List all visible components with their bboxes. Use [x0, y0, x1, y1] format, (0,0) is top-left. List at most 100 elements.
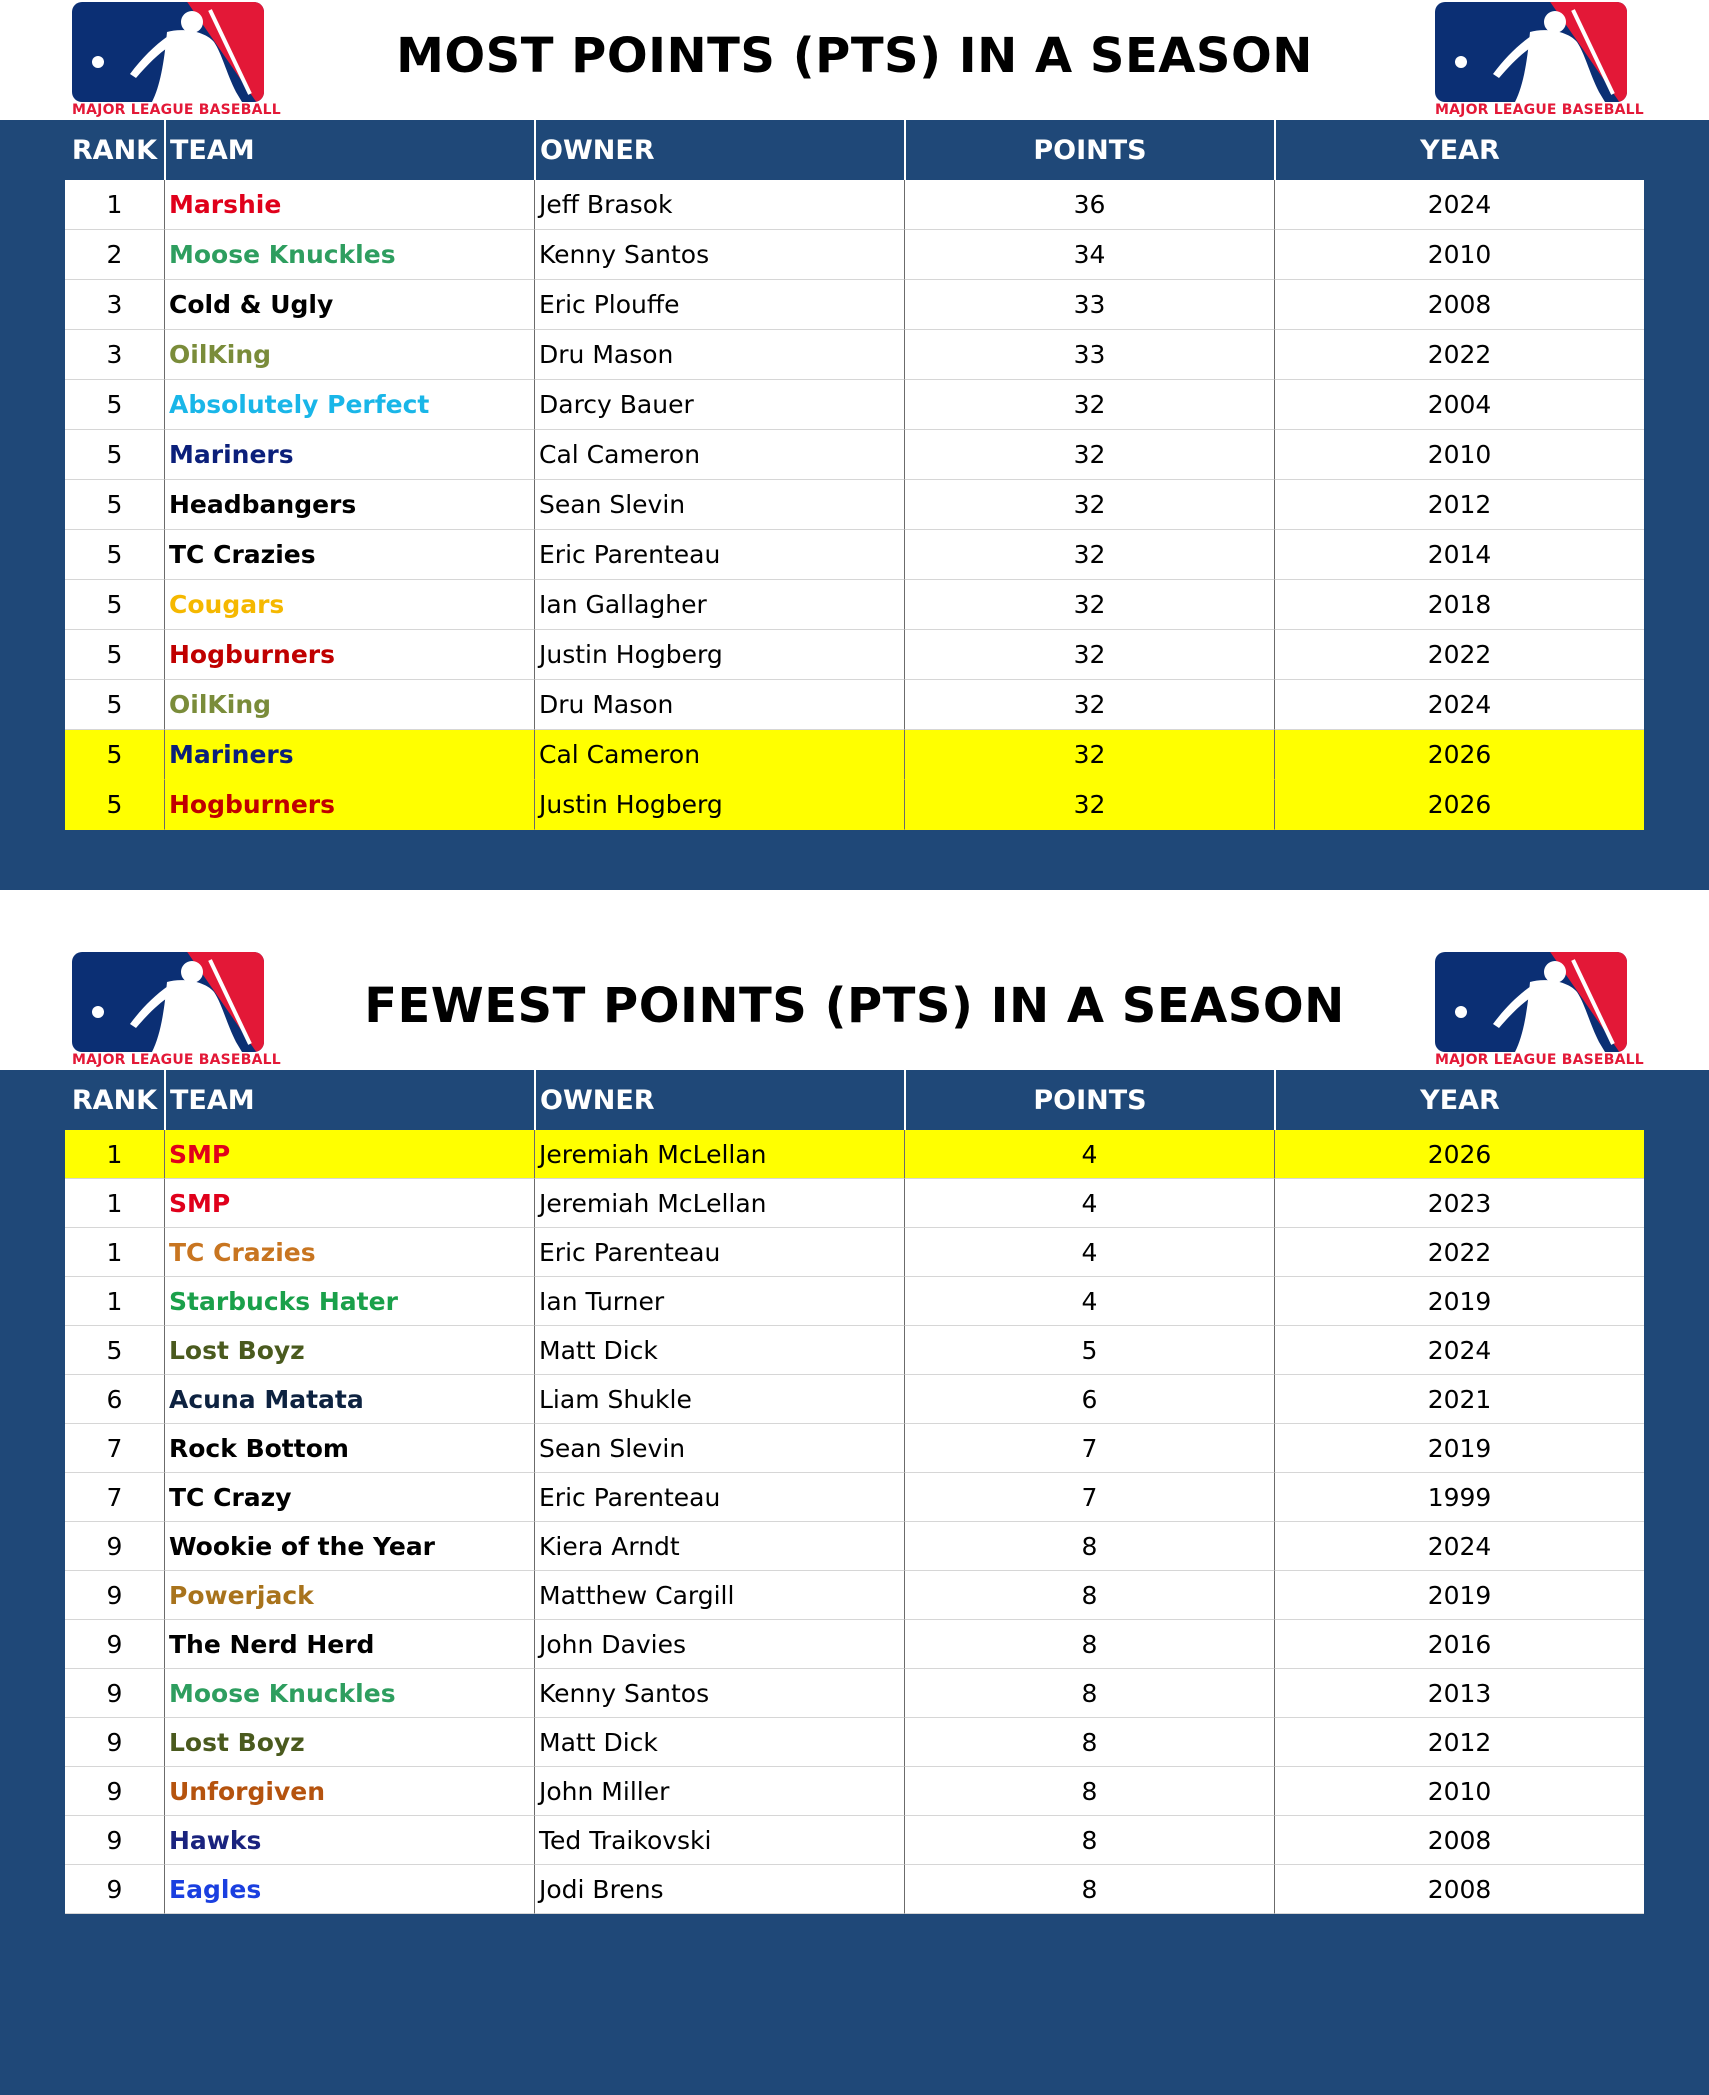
- rank-cell: 5: [65, 780, 164, 830]
- team-cell: Cougars: [164, 580, 534, 630]
- points-cell: 8: [904, 1522, 1274, 1571]
- header-year: YEAR: [1274, 1070, 1644, 1130]
- table-row: 5 Lost Boyz Matt Dick 5 2024: [65, 1326, 1644, 1375]
- team-cell: TC Crazy: [164, 1473, 534, 1522]
- owner-cell: Kiera Arndt: [534, 1522, 904, 1571]
- points-cell: 8: [904, 1865, 1274, 1914]
- rank-cell: 9: [65, 1865, 164, 1914]
- table-row: 5 Hogburners Justin Hogberg 32 2026: [65, 780, 1644, 830]
- table-row: 3 OilKing Dru Mason 33 2022: [65, 330, 1644, 380]
- points-cell: 8: [904, 1669, 1274, 1718]
- year-cell: 2008: [1274, 1865, 1644, 1914]
- rank-cell: 9: [65, 1767, 164, 1816]
- points-cell: 32: [904, 730, 1274, 780]
- table-row: 9 The Nerd Herd John Davies 8 2016: [65, 1620, 1644, 1669]
- rank-cell: 9: [65, 1669, 164, 1718]
- points-cell: 8: [904, 1571, 1274, 1620]
- year-cell: 2024: [1274, 180, 1644, 230]
- year-cell: 2012: [1274, 480, 1644, 530]
- table-row: 9 Hawks Ted Traikovski 8 2008: [65, 1816, 1644, 1865]
- points-cell: 8: [904, 1767, 1274, 1816]
- points-cell: 4: [904, 1228, 1274, 1277]
- team-cell: OilKing: [164, 330, 534, 380]
- year-cell: 2026: [1274, 730, 1644, 780]
- table-row: 9 Eagles Jodi Brens 8 2008: [65, 1865, 1644, 1914]
- table-row: 9 Wookie of the Year Kiera Arndt 8 2024: [65, 1522, 1644, 1571]
- team-cell: TC Crazies: [164, 1228, 534, 1277]
- owner-cell: Liam Shukle: [534, 1375, 904, 1424]
- table-row: 1 TC Crazies Eric Parenteau 4 2022: [65, 1228, 1644, 1277]
- rank-cell: 1: [65, 1228, 164, 1277]
- header-points: POINTS: [904, 120, 1274, 180]
- owner-cell: Cal Cameron: [534, 430, 904, 480]
- points-cell: 8: [904, 1620, 1274, 1669]
- fewest-points-table: RANK TEAM OWNER POINTS YEAR 1 SMP Jeremiah…: [65, 1070, 1644, 1914]
- table-row: 3 Cold & Ugly Eric Plouffe 33 2008: [65, 280, 1644, 330]
- table-header-row: RANK TEAM OWNER POINTS YEAR: [65, 1070, 1644, 1130]
- table-row: 2 Moose Knuckles Kenny Santos 34 2010: [65, 230, 1644, 280]
- points-cell: 6: [904, 1375, 1274, 1424]
- owner-cell: Matt Dick: [534, 1718, 904, 1767]
- rank-cell: 1: [65, 180, 164, 230]
- table-background: RANK TEAM OWNER POINTS YEAR 1 SMP Jeremiah…: [0, 1070, 1709, 2095]
- table-row: 9 Moose Knuckles Kenny Santos 8 2013: [65, 1669, 1644, 1718]
- team-cell: The Nerd Herd: [164, 1620, 534, 1669]
- owner-cell: Dru Mason: [534, 680, 904, 730]
- header-owner: OWNER: [534, 1070, 904, 1130]
- points-cell: 36: [904, 180, 1274, 230]
- owner-cell: Kenny Santos: [534, 1669, 904, 1718]
- table-title: MOST POINTS (PTS) IN A SEASON: [396, 28, 1313, 84]
- owner-cell: Dru Mason: [534, 330, 904, 380]
- owner-cell: Justin Hogberg: [534, 630, 904, 680]
- team-cell: Cold & Ugly: [164, 280, 534, 330]
- rank-cell: 7: [65, 1473, 164, 1522]
- owner-cell: Cal Cameron: [534, 730, 904, 780]
- owner-cell: Eric Parenteau: [534, 1228, 904, 1277]
- year-cell: 2024: [1274, 680, 1644, 730]
- points-cell: 32: [904, 380, 1274, 430]
- table-row: 7 TC Crazy Eric Parenteau 7 1999: [65, 1473, 1644, 1522]
- year-cell: 2010: [1274, 430, 1644, 480]
- points-cell: 33: [904, 330, 1274, 380]
- rank-cell: 9: [65, 1718, 164, 1767]
- rank-cell: 1: [65, 1179, 164, 1228]
- team-cell: SMP: [164, 1179, 534, 1228]
- table-row: 5 Headbangers Sean Slevin 32 2012: [65, 480, 1644, 530]
- team-cell: Lost Boyz: [164, 1326, 534, 1375]
- year-cell: 2008: [1274, 280, 1644, 330]
- points-cell: 34: [904, 230, 1274, 280]
- table-row: 1 Marshie Jeff Brasok 36 2024: [65, 180, 1644, 230]
- table-row: 5 Mariners Cal Cameron 32 2010: [65, 430, 1644, 480]
- rank-cell: 5: [65, 730, 164, 780]
- table-row: 5 OilKing Dru Mason 32 2024: [65, 680, 1644, 730]
- header-team: TEAM: [164, 1070, 534, 1130]
- logo-wordmark: MAJOR LEAGUE BASEBALL: [1435, 1052, 1644, 1068]
- rank-cell: 7: [65, 1424, 164, 1473]
- points-cell: 32: [904, 780, 1274, 830]
- year-cell: 2024: [1274, 1326, 1644, 1375]
- logo-wordmark: MAJOR LEAGUE BASEBALL: [72, 102, 281, 118]
- points-cell: 4: [904, 1179, 1274, 1228]
- owner-cell: Sean Slevin: [534, 1424, 904, 1473]
- team-cell: Marshie: [164, 180, 534, 230]
- title-band: MAJOR LEAGUE BASEBALL FEWEST POINTS (PTS…: [0, 950, 1709, 1070]
- owner-cell: Sean Slevin: [534, 480, 904, 530]
- rank-cell: 5: [65, 480, 164, 530]
- team-cell: Headbangers: [164, 480, 534, 530]
- owner-cell: Eric Parenteau: [534, 530, 904, 580]
- points-cell: 8: [904, 1718, 1274, 1767]
- owner-cell: Jeff Brasok: [534, 180, 904, 230]
- team-cell: SMP: [164, 1130, 534, 1179]
- table-row: 9 Unforgiven John Miller 8 2010: [65, 1767, 1644, 1816]
- owner-cell: Matthew Cargill: [534, 1571, 904, 1620]
- owner-cell: Ted Traikovski: [534, 1816, 904, 1865]
- year-cell: 2022: [1274, 630, 1644, 680]
- team-cell: Eagles: [164, 1865, 534, 1914]
- year-cell: 2016: [1274, 1620, 1644, 1669]
- team-cell: Mariners: [164, 730, 534, 780]
- team-cell: Lost Boyz: [164, 1718, 534, 1767]
- team-cell: Mariners: [164, 430, 534, 480]
- points-cell: 32: [904, 530, 1274, 580]
- most-points-table: RANK TEAM OWNER POINTS YEAR 1 Marshie Jeff…: [65, 120, 1644, 830]
